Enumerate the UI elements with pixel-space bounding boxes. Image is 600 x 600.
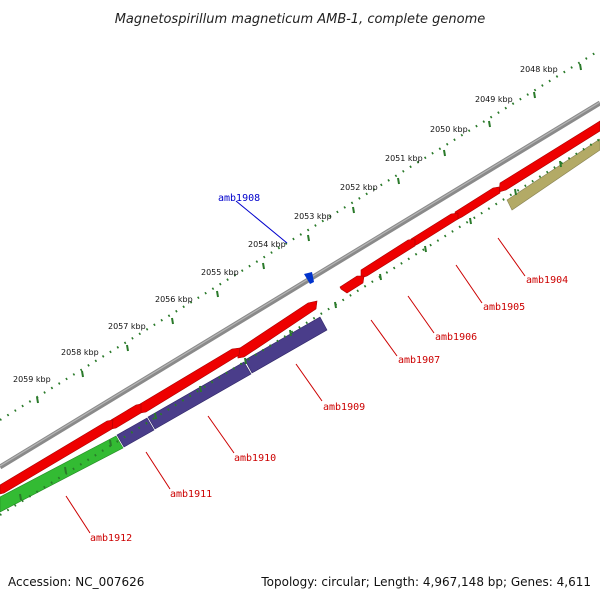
kbp-label: 2059 kbp bbox=[13, 375, 51, 384]
kbp-label: 2048 kbp bbox=[520, 65, 558, 74]
blue-arrow-marker-icon[interactable] bbox=[304, 272, 314, 284]
cds-purple-amb1910[interactable] bbox=[147, 361, 252, 430]
cds-amb1908-small[interactable] bbox=[339, 275, 365, 294]
outer-major-tick bbox=[126, 344, 129, 352]
outer-major-tick bbox=[36, 396, 39, 404]
kbp-label: 2056 kbp bbox=[155, 295, 193, 304]
cds-purple-amb1909[interactable] bbox=[244, 316, 328, 374]
outer-tick-track bbox=[0, 49, 600, 421]
leader-amb1905 bbox=[455, 264, 483, 304]
label-amb1910[interactable]: amb1910 bbox=[234, 453, 276, 464]
label-amb1911[interactable]: amb1911 bbox=[170, 489, 212, 500]
label-amb1907[interactable]: amb1907 bbox=[398, 355, 440, 366]
kbp-label: 2055 kbp bbox=[201, 268, 239, 277]
label-amb1905[interactable]: amb1905 bbox=[483, 302, 525, 313]
outer-major-tick bbox=[262, 262, 265, 270]
backbone-highlight bbox=[0, 101, 600, 467]
outer-major-tick bbox=[352, 206, 355, 214]
outer-major-tick bbox=[171, 317, 174, 325]
leader-amb1907 bbox=[370, 319, 398, 357]
leader-amb1909 bbox=[295, 363, 323, 402]
kbp-tick-labels: 2048 kbp 2049 kbp 2050 kbp 2051 kbp 2052 kbp… bbox=[13, 65, 558, 384]
cds-amb1906[interactable] bbox=[410, 212, 459, 248]
kbp-label: 2049 kbp bbox=[475, 95, 513, 104]
outer-major-tick bbox=[443, 149, 446, 157]
leader-amb1910 bbox=[207, 415, 235, 454]
label-amb1904[interactable]: amb1904 bbox=[526, 275, 568, 286]
kbp-label: 2053 kbp bbox=[294, 212, 332, 221]
label-amb1912[interactable]: amb1912 bbox=[90, 533, 132, 544]
inner-major-tick bbox=[334, 301, 337, 309]
cds-amb1912[interactable] bbox=[0, 419, 114, 495]
kbp-label: 2052 kbp bbox=[340, 183, 378, 192]
kbp-label: 2051 kbp bbox=[385, 154, 423, 163]
accession-text: Accession: NC_007626 bbox=[8, 575, 144, 589]
inner-major-tick bbox=[109, 439, 112, 447]
gene-labels: amb1908 amb1904 amb1905 amb1906 amb1907 … bbox=[65, 193, 568, 544]
inner-tick-track bbox=[0, 138, 600, 516]
inner-major-tick bbox=[154, 412, 157, 420]
leader-amb1906 bbox=[407, 295, 435, 334]
inner-major-tick bbox=[379, 273, 382, 281]
cds-amb1905[interactable] bbox=[454, 186, 501, 221]
outer-major-tick bbox=[397, 177, 400, 185]
inner-major-tick bbox=[64, 466, 67, 474]
genome-backbone bbox=[0, 100, 600, 470]
outer-major-tick bbox=[81, 370, 84, 378]
kbp-label: 2054 kbp bbox=[248, 240, 286, 249]
outer-major-tick bbox=[533, 91, 536, 99]
inner-major-tick bbox=[424, 245, 427, 253]
inner-major-tick bbox=[469, 217, 472, 225]
cds-green-amb1912[interactable] bbox=[0, 435, 124, 513]
inner-major-tick bbox=[289, 329, 292, 337]
kbp-label: 2050 kbp bbox=[430, 125, 468, 134]
kbp-label: 2057 kbp bbox=[108, 322, 146, 331]
leader-amb1912 bbox=[65, 495, 91, 534]
genome-summary-text: Topology: circular; Length: 4,967,148 bp… bbox=[260, 575, 591, 589]
reverse-cds-track bbox=[0, 138, 600, 513]
label-amb1906[interactable]: amb1906 bbox=[435, 332, 477, 343]
outer-major-tick bbox=[488, 120, 491, 128]
cds-amb1909[interactable] bbox=[236, 300, 318, 359]
inner-major-tick bbox=[19, 493, 22, 501]
inner-major-ticks bbox=[19, 160, 562, 501]
leader-amb1908 bbox=[235, 200, 288, 244]
inner-major-tick bbox=[244, 357, 247, 365]
map-title: Magnetospirillum magneticum AMB-1, compl… bbox=[115, 12, 486, 27]
cds-purple-amb1911[interactable] bbox=[116, 417, 155, 448]
outer-major-tick bbox=[307, 234, 310, 242]
inner-major-tick bbox=[559, 160, 562, 168]
outer-major-tick bbox=[216, 290, 219, 298]
label-amb1909[interactable]: amb1909 bbox=[323, 402, 365, 413]
inner-major-tick bbox=[514, 188, 517, 196]
kbp-label: 2058 kbp bbox=[61, 348, 99, 357]
outer-major-ticks bbox=[36, 63, 582, 404]
forward-cds-track bbox=[0, 120, 600, 495]
leader-amb1911 bbox=[145, 451, 171, 490]
inner-major-tick bbox=[199, 385, 202, 393]
leader-amb1904 bbox=[497, 237, 526, 277]
label-amb1908[interactable]: amb1908 bbox=[218, 193, 260, 204]
outer-major-tick bbox=[579, 63, 582, 71]
